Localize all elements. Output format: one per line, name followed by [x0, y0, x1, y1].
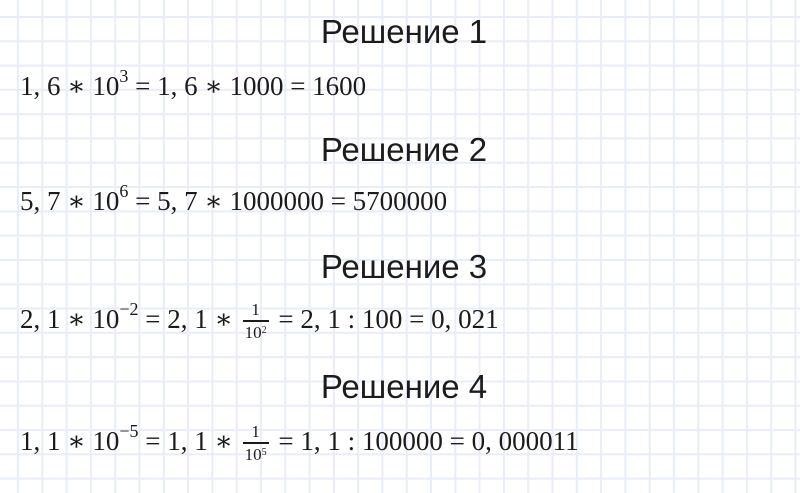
fraction-bar: [242, 320, 269, 323]
fraction-denominator-base: 10: [244, 445, 262, 465]
fraction-numerator: 1: [251, 300, 260, 320]
fraction-denominator: 102: [243, 322, 269, 342]
formula-text: 2, 1 ∗ 10: [20, 304, 120, 334]
solution-1-formula: 1, 6 ∗ 103 = 1, 6 ∗ 1000 = 1600: [20, 66, 366, 106]
formula-fraction: 1 105: [242, 422, 269, 464]
formula-exponent: −5: [119, 421, 139, 441]
solution-2-heading: Решение 2: [320, 131, 488, 168]
fraction-denominator-base: 10: [244, 323, 262, 343]
formula-text: = 1, 1 : 100000 = 0, 000011: [271, 426, 579, 456]
formula-text: = 1, 1 ∗: [138, 426, 240, 456]
formula-text: = 2, 1 : 100 = 0, 021: [271, 304, 499, 334]
formula-text: 1, 6 ∗ 10: [20, 71, 120, 101]
formula-text: = 5, 7 ∗ 1000000 = 5700000: [128, 186, 448, 216]
formula-fraction: 1 102: [242, 300, 269, 342]
solution-4-heading: Решение 4: [320, 368, 488, 405]
fraction-bar: [242, 442, 269, 445]
fraction-numerator: 1: [251, 422, 260, 442]
solution-3-formula: 2, 1 ∗ 10−2 = 2, 1 ∗ 1 102 = 2, 1 : 100 =…: [20, 299, 499, 342]
formula-exponent: 6: [119, 181, 129, 201]
solution-2-formula: 5, 7 ∗ 106 = 5, 7 ∗ 1000000 = 5700000: [20, 181, 447, 221]
solution-4-formula: 1, 1 ∗ 10−5 = 1, 1 ∗ 1 105 = 1, 1 : 10000…: [20, 421, 579, 464]
formula-text: = 1, 6 ∗ 1000 = 1600: [128, 71, 367, 101]
formula-exponent: 3: [119, 66, 129, 86]
formula-text: = 2, 1 ∗: [138, 304, 240, 334]
formula-exponent: −2: [119, 299, 139, 319]
fraction-denominator-exponent: 5: [261, 447, 267, 459]
fraction-denominator-exponent: 2: [261, 325, 267, 337]
solution-1-heading: Решение 1: [320, 13, 488, 50]
fraction-denominator: 105: [243, 444, 269, 464]
formula-text: 1, 1 ∗ 10: [20, 426, 120, 456]
formula-text: 5, 7 ∗ 10: [20, 186, 120, 216]
solution-3-heading: Решение 3: [320, 248, 488, 285]
